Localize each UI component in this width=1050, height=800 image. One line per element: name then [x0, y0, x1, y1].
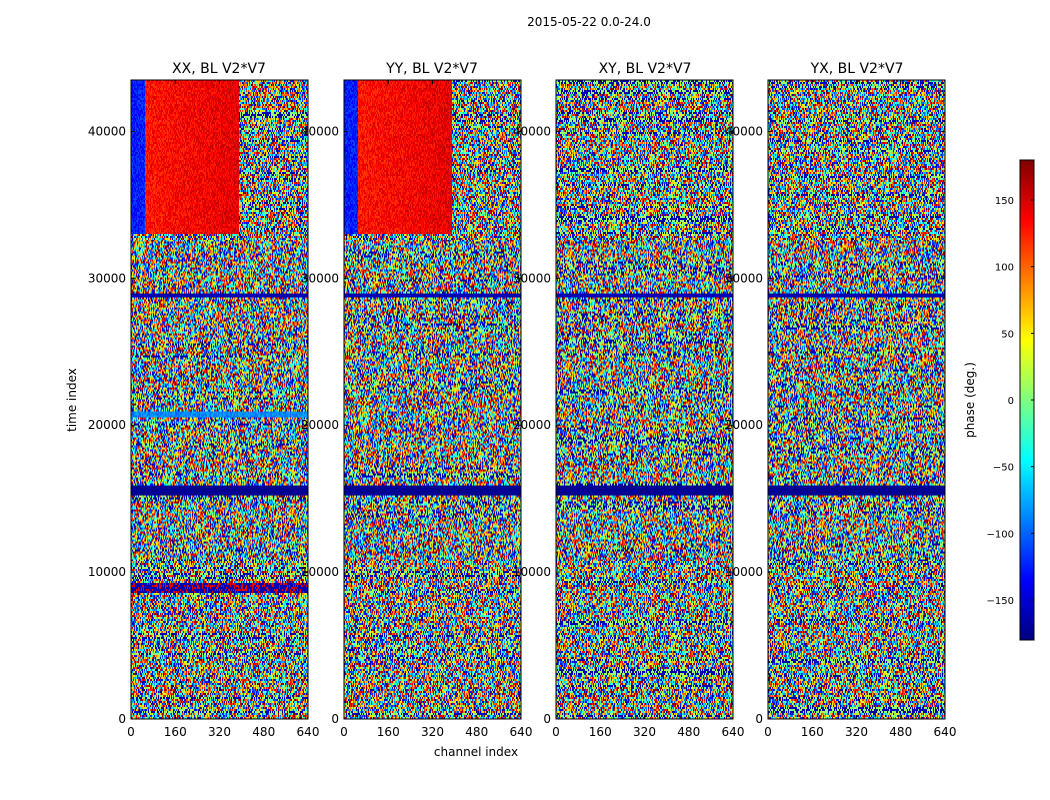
panel-title-xx: XX, BL V2*V7: [172, 61, 266, 77]
y-tick-label: 30000: [301, 271, 339, 285]
colorbar-tick-label: −100: [987, 529, 1014, 540]
x-tick-label: 320: [845, 725, 868, 739]
y-tick-label: 0: [331, 712, 339, 726]
colorbar: 150 100 50 0 −50 −100 −150 phase (deg.): [963, 159, 1035, 641]
y-axis-label: time index: [65, 368, 79, 432]
y-tick-label: 0: [755, 712, 763, 726]
y-tick-label: 40000: [513, 124, 551, 138]
colorbar-tick-label: 100: [995, 263, 1014, 274]
x-tick-label: 480: [889, 725, 912, 739]
y-tick-label: 10000: [725, 565, 763, 579]
colorbar-tick-label: −50: [993, 463, 1014, 474]
x-tick-label: 0: [764, 725, 772, 739]
x-tick-label: 0: [552, 725, 560, 739]
panel-title-yy: YY, BL V2*V7: [385, 61, 478, 77]
panel-title-yx: YX, BL V2*V7: [810, 61, 904, 77]
y-tick-label: 40000: [88, 124, 126, 138]
y-tick-label: 30000: [88, 271, 126, 285]
y-tick-label: 30000: [513, 271, 551, 285]
y-tick-label: 10000: [513, 565, 551, 579]
colorbar-tick-label: −150: [987, 596, 1014, 607]
x-tick-label: 480: [465, 725, 488, 739]
y-tick-label: 40000: [725, 124, 763, 138]
y-tick-label: 30000: [725, 271, 763, 285]
y-tick-label: 10000: [301, 565, 339, 579]
y-tick-label: 20000: [301, 418, 339, 432]
heatmap-xx: [131, 80, 308, 719]
panel-xx: XX, BL V2*V7: [172, 61, 266, 77]
y-tick-label: 20000: [88, 418, 126, 432]
y-tick-label: 20000: [513, 418, 551, 432]
x-tick-label: 320: [208, 725, 231, 739]
y-tick-label: 40000: [301, 124, 339, 138]
x-tick-label: 640: [934, 725, 957, 739]
x-tick-label: 160: [377, 725, 400, 739]
panel-yy: YY, BL V2*V7: [385, 61, 478, 77]
x-tick-label: 480: [252, 725, 275, 739]
colorbar-tick-label: 150: [995, 196, 1014, 207]
x-axis-label: channel index: [434, 745, 518, 759]
colorbar-tick-label: 50: [1001, 329, 1014, 340]
x-tick-label: 320: [633, 725, 656, 739]
heatmap-yy: [344, 80, 521, 719]
colorbar-label: phase (deg.): [963, 362, 977, 438]
x-tick-label: 320: [421, 725, 444, 739]
x-tick-label: 0: [127, 725, 135, 739]
x-tick-label: 640: [510, 725, 533, 739]
x-tick-label: 160: [801, 725, 824, 739]
x-tick-label: 0: [340, 725, 348, 739]
x-tick-label: 480: [677, 725, 700, 739]
colorbar-tick-label: 0: [1008, 396, 1014, 407]
x-tick-label: 640: [722, 725, 745, 739]
y-tick-label: 0: [543, 712, 551, 726]
figure-suptitle: 2015-05-22 0.0-24.0: [527, 15, 651, 29]
panel-yx: YX, BL V2*V7: [810, 61, 904, 77]
panel-xy: XY, BL V2*V7: [599, 61, 692, 77]
heatmap-xy: [556, 80, 733, 719]
heatmap-yx: [768, 80, 945, 719]
y-tick-label: 20000: [725, 418, 763, 432]
panel-title-xy: XY, BL V2*V7: [599, 61, 692, 77]
x-tick-label: 640: [297, 725, 320, 739]
y-tick-label: 0: [118, 712, 126, 726]
x-tick-label: 160: [589, 725, 612, 739]
x-tick-label: 160: [164, 725, 187, 739]
y-tick-label: 10000: [88, 565, 126, 579]
